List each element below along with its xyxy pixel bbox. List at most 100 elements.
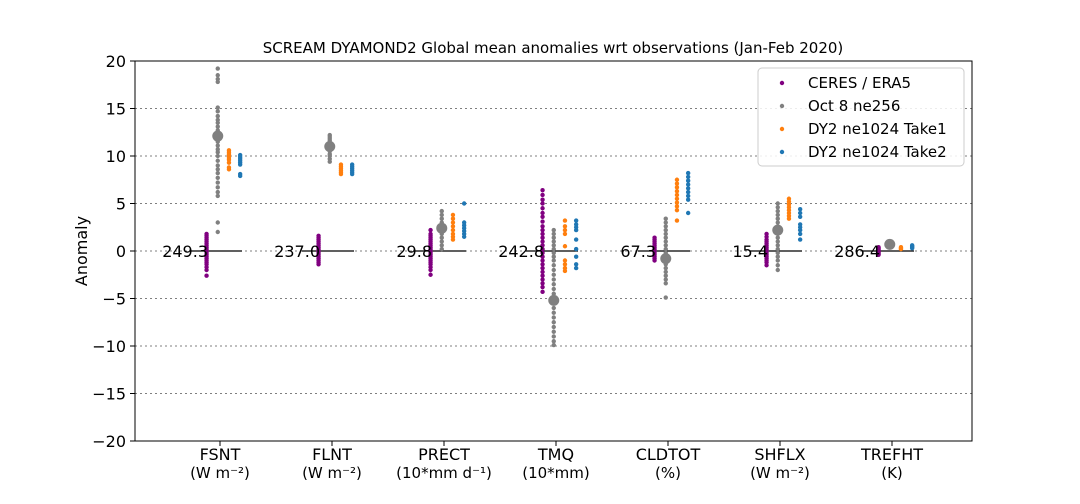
- data-point: [551, 227, 556, 233]
- data-point: [775, 212, 780, 218]
- data-point: [450, 224, 456, 229]
- data-point: [540, 254, 545, 259]
- mean-marker: [660, 253, 672, 265]
- data-point: [573, 237, 579, 242]
- y-tick-label: 0: [116, 242, 126, 261]
- y-tick-label: −10: [92, 337, 126, 356]
- data-point: [540, 265, 545, 271]
- data-point: [215, 124, 220, 129]
- data-point: [540, 239, 545, 244]
- x-tick-label: TMQ: [537, 445, 574, 464]
- data-point: [215, 143, 220, 148]
- data-point: [663, 227, 668, 233]
- data-point: [562, 218, 568, 223]
- data-point: [551, 342, 556, 348]
- data-point: [674, 177, 680, 182]
- data-point: [215, 193, 220, 199]
- data-point: [685, 178, 691, 183]
- data-point: [685, 170, 691, 176]
- data-point: [551, 329, 556, 334]
- data-point: [573, 262, 579, 267]
- data-point: [775, 208, 780, 214]
- x-tick-unit: (W m⁻²): [190, 464, 250, 482]
- data-point: [663, 220, 668, 225]
- data-point: [551, 263, 556, 268]
- data-point: [540, 188, 545, 193]
- data-point: [876, 252, 881, 257]
- data-point: [674, 196, 680, 201]
- data-point: [775, 250, 780, 256]
- data-point: [551, 239, 556, 244]
- data-point: [797, 227, 803, 233]
- data-point: [573, 218, 579, 223]
- data-point: [663, 231, 668, 237]
- legend: CERES / ERA5 Oct 8 ne256 DY2 ne1024 Take1 D…: [757, 67, 965, 167]
- data-point: [663, 277, 668, 282]
- data-point: [663, 246, 668, 252]
- data-point: [540, 231, 545, 237]
- data-point: [551, 291, 556, 296]
- data-point: [663, 239, 668, 244]
- data-point: [540, 250, 545, 256]
- y-tick-label: −5: [102, 290, 126, 309]
- data-point: [237, 173, 243, 179]
- obs-mean-labels: 249.3 237.0 29.8 242.8 67.3 15.4 286.4: [162, 242, 880, 261]
- data-point: [540, 224, 545, 229]
- data-point: [909, 245, 915, 251]
- data-point: [540, 197, 545, 202]
- data-point: [215, 220, 220, 225]
- data-point: [797, 210, 803, 216]
- legend-label: CERES / ERA5: [808, 74, 911, 92]
- legend-marker: [779, 149, 785, 155]
- data-point: [685, 186, 691, 191]
- data-point: [540, 289, 545, 295]
- data-point: [540, 243, 545, 248]
- y-tick-label: −15: [92, 385, 126, 404]
- data-point: [215, 185, 220, 190]
- data-point: [663, 269, 668, 275]
- data-point: [663, 265, 668, 271]
- data-point: [674, 181, 680, 186]
- data-point: [540, 201, 545, 206]
- data-point: [540, 214, 545, 219]
- data-point: [652, 258, 657, 263]
- data-point: [685, 182, 691, 187]
- data-point: [551, 254, 556, 259]
- data-point: [775, 246, 780, 252]
- y-tick-label: 15: [106, 100, 126, 119]
- data-point: [215, 170, 220, 176]
- data-point: [562, 224, 568, 229]
- data-point: [775, 267, 780, 273]
- obs-mean-label: 29.8: [396, 242, 432, 261]
- data-point: [540, 277, 545, 282]
- data-point: [551, 334, 556, 339]
- data-point: [439, 246, 444, 252]
- data-point: [215, 73, 220, 78]
- data-point: [215, 66, 220, 71]
- data-point: [551, 315, 556, 320]
- data-point: [551, 310, 556, 315]
- data-point: [439, 239, 444, 244]
- data-point: [562, 262, 568, 267]
- data-point: [551, 246, 556, 252]
- data-point: [663, 281, 668, 286]
- x-tick-label: SHFLX: [754, 445, 805, 464]
- data-points: [204, 66, 915, 348]
- data-point: [461, 234, 467, 239]
- legend-marker: [779, 80, 785, 86]
- data-point: [573, 254, 579, 259]
- data-point: [775, 220, 780, 225]
- data-point: [685, 197, 691, 202]
- data-point: [674, 218, 680, 223]
- data-point: [450, 227, 456, 233]
- x-tick-label: PRECT: [418, 445, 470, 464]
- data-point: [663, 243, 668, 248]
- legend-label: DY2 ne1024 Take1: [808, 120, 947, 138]
- obs-mean-label: 242.8: [498, 242, 544, 261]
- data-point: [551, 339, 556, 344]
- x-tick-unit: (10*mm): [522, 464, 590, 482]
- mean-marker: [436, 222, 448, 234]
- data-point: [562, 231, 568, 237]
- data-point: [685, 189, 691, 195]
- legend-marker: [779, 126, 785, 132]
